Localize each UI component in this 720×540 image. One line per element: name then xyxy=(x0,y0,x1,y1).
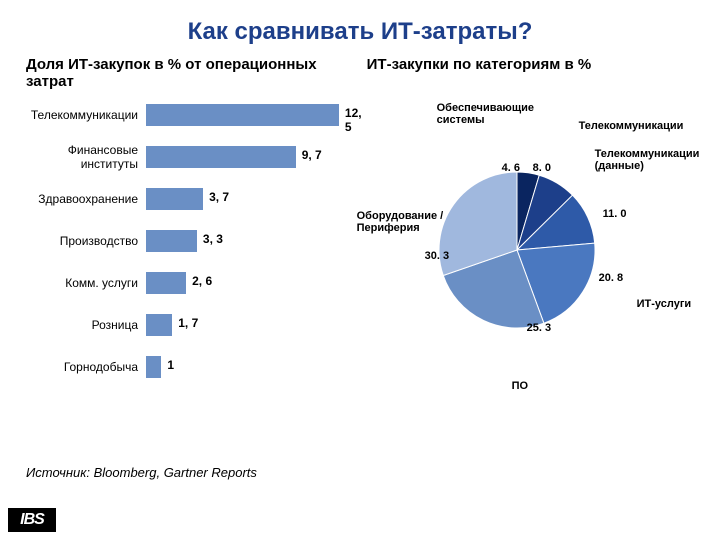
bar-track: 3, 3 xyxy=(146,230,347,252)
bar-track: 3, 7 xyxy=(146,188,347,210)
bar-track: 1 xyxy=(146,356,347,378)
subtitles-row: Доля ИТ-закупок в % от операционных затр… xyxy=(0,56,720,90)
bar-row: Производство 3, 3 xyxy=(26,226,347,256)
bar-category: Телекоммуникации xyxy=(26,108,146,122)
bar-row: Горнодобыча 1 xyxy=(26,352,347,382)
pie-slice-value: 25. 3 xyxy=(527,322,551,334)
pie-slice-label: Телекоммуникации xyxy=(579,120,684,132)
subtitle-right: ИТ-закупки по категориям в % xyxy=(347,56,694,90)
bar-row: Здравоохранение 3, 7 xyxy=(26,184,347,214)
bar-fill xyxy=(146,356,161,378)
bar-category: Горнодобыча xyxy=(26,360,146,374)
bar-track: 9, 7 xyxy=(146,146,347,168)
bar-track: 2, 6 xyxy=(146,272,347,294)
pie-slice-value: 20. 8 xyxy=(599,272,623,284)
bar-value: 1 xyxy=(167,358,174,372)
bar-fill xyxy=(146,146,296,168)
bar-fill xyxy=(146,230,197,252)
bar-track: 12, 5 xyxy=(146,104,347,126)
bar-category: Розница xyxy=(26,318,146,332)
bar-value: 3, 7 xyxy=(209,190,229,204)
bar-fill xyxy=(146,272,186,294)
bar-fill xyxy=(146,104,339,126)
bar-category: Комм. услуги xyxy=(26,276,146,290)
pie-slice-label: Обеспечивающиесистемы xyxy=(437,102,534,126)
logo-ibs: IBS xyxy=(8,508,56,532)
bar-track: 1, 7 xyxy=(146,314,347,336)
bar-chart: Телекоммуникации12, 5Финансовые институт… xyxy=(26,100,347,420)
bar-row: Финансовые институты 9, 7 xyxy=(26,142,347,172)
bar-row: Розница 1, 7 xyxy=(26,310,347,340)
pie-slice-value: 8. 0 xyxy=(533,162,551,174)
subtitle-left: Доля ИТ-закупок в % от операционных затр… xyxy=(26,56,347,90)
bar-row: Телекоммуникации12, 5 xyxy=(26,100,347,130)
bar-fill xyxy=(146,188,203,210)
bar-value: 1, 7 xyxy=(178,316,198,330)
pie-slice-label: ИТ-услуги xyxy=(637,298,692,310)
pie-slice-value: 4. 6 xyxy=(502,162,520,174)
source-text: Источник: Bloomberg, Gartner Reports xyxy=(26,465,257,480)
bar-fill xyxy=(146,314,172,336)
pie-slice-value: 11. 0 xyxy=(603,208,627,220)
charts-area: Телекоммуникации12, 5Финансовые институт… xyxy=(0,90,720,420)
pie-slice-label: Оборудование /Периферия xyxy=(357,210,444,234)
pie-slice-value: 30. 3 xyxy=(425,250,449,262)
pie-chart: Обеспечивающиесистемы 4. 6 Телекоммуникаци… xyxy=(347,100,694,420)
page-title: Как сравнивать ИТ-затраты? xyxy=(0,0,720,56)
bar-value: 9, 7 xyxy=(302,148,322,162)
bar-category: Финансовые институты xyxy=(26,143,146,171)
pie-slice-label: ПО xyxy=(512,380,528,392)
bar-category: Производство xyxy=(26,234,146,248)
pie-slice-label: Телекоммуникации(данные) xyxy=(595,148,700,172)
bar-category: Здравоохранение xyxy=(26,192,146,206)
bar-value: 2, 6 xyxy=(192,274,212,288)
bar-row: Комм. услуги 2, 6 xyxy=(26,268,347,298)
bar-value: 3, 3 xyxy=(203,232,223,246)
